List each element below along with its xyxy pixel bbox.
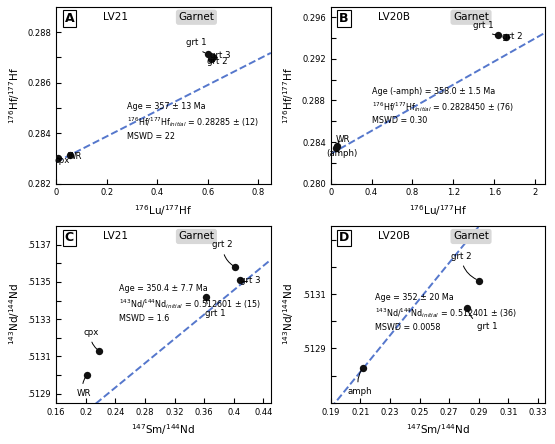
Point: [83, 371, 92, 378]
Text: WR: WR: [77, 377, 92, 398]
Text: WR: WR: [68, 152, 82, 161]
Y-axis label: $^{176}$Hf/$^{177}$Hf: $^{176}$Hf/$^{177}$Hf: [7, 67, 22, 124]
Point: [462, 304, 471, 311]
Point: [206, 55, 215, 62]
X-axis label: $^{176}$Lu/$^{177}$Hf: $^{176}$Lu/$^{177}$Hf: [134, 203, 193, 218]
Point: [53, 154, 62, 161]
Text: grt 1: grt 1: [473, 21, 496, 35]
Point: [235, 277, 244, 284]
Point: [494, 32, 503, 39]
Text: Garnet: Garnet: [179, 12, 214, 22]
Text: grt 1: grt 1: [205, 300, 226, 318]
Text: Age (-amph) = 358.0 ± 1.5 Ma
$^{176}$Hf/$^{177}$Hf$_{initial}$ = 0.2828450 ± (76: Age (-amph) = 358.0 ± 1.5 Ma $^{176}$Hf/…: [371, 87, 514, 125]
Point: [202, 293, 211, 301]
Text: LV21: LV21: [103, 12, 128, 22]
Text: WR: WR: [336, 135, 350, 144]
X-axis label: $^{176}$Lu/$^{177}$Hf: $^{176}$Lu/$^{177}$Hf: [409, 203, 467, 218]
Text: (amph): (amph): [326, 149, 357, 158]
Point: [501, 33, 510, 40]
Point: [203, 50, 212, 57]
Text: D: D: [339, 231, 350, 245]
Text: grt 1: grt 1: [468, 310, 498, 331]
Text: cpx: cpx: [55, 156, 70, 165]
Text: grt 3: grt 3: [240, 276, 260, 285]
X-axis label: $^{147}$Sm/$^{144}$Nd: $^{147}$Sm/$^{144}$Nd: [132, 422, 195, 437]
Text: grt 2: grt 2: [502, 32, 523, 41]
Y-axis label: $^{176}$Hf/$^{177}$Hf: $^{176}$Hf/$^{177}$Hf: [281, 67, 296, 124]
Text: Age = 357 ± 13 Ma
$^{176}$Hf/$^{177}$Hf$_{initial}$ = 0.28285 ± (12)
MSWD = 22: Age = 357 ± 13 Ma $^{176}$Hf/$^{177}$Hf$…: [127, 102, 259, 141]
Point: [94, 347, 103, 354]
Text: LV20B: LV20B: [378, 231, 410, 242]
Point: [208, 53, 217, 60]
Text: grt 1: grt 1: [186, 38, 206, 53]
Text: grt 2: grt 2: [213, 240, 233, 266]
Text: Age = 352 ± 20 Ma
$^{143}$Nd/$^{144}$Nd$_{initial}$ = 0.512401 ± (36)
MSWD = 0.0: Age = 352 ± 20 Ma $^{143}$Nd/$^{144}$Nd$…: [375, 293, 517, 332]
Text: LV21: LV21: [103, 231, 128, 242]
Text: grt 2: grt 2: [451, 252, 476, 279]
Text: Garnet: Garnet: [179, 231, 214, 242]
Text: LV20B: LV20B: [378, 12, 410, 22]
Y-axis label: $^{143}$Nd/$^{144}$Nd: $^{143}$Nd/$^{144}$Nd: [282, 284, 296, 345]
Text: cpx: cpx: [83, 328, 99, 349]
Text: Garnet: Garnet: [453, 12, 489, 22]
Text: C: C: [64, 231, 74, 245]
X-axis label: $^{147}$Sm/$^{144}$Nd: $^{147}$Sm/$^{144}$Nd: [406, 422, 470, 437]
Point: [475, 277, 483, 284]
Point: [231, 264, 240, 271]
Text: grt 3: grt 3: [209, 52, 230, 60]
Text: A: A: [64, 12, 74, 25]
Point: [332, 143, 341, 150]
Text: Garnet: Garnet: [453, 231, 489, 242]
Text: Age = 350.4 ± 7.7 Ma
$^{143}$Nd/$^{144}$Nd$_{initial}$ = 0.512601 ± (15)
MSWD = : Age = 350.4 ± 7.7 Ma $^{143}$Nd/$^{144}$…: [119, 284, 261, 323]
Point: [66, 151, 75, 158]
Text: amph: amph: [348, 370, 372, 396]
Point: [331, 145, 340, 152]
Text: B: B: [339, 12, 349, 25]
Text: grt 2: grt 2: [207, 57, 228, 67]
Point: [359, 364, 367, 371]
Y-axis label: $^{143}$Nd/$^{144}$Nd: $^{143}$Nd/$^{144}$Nd: [7, 284, 22, 345]
